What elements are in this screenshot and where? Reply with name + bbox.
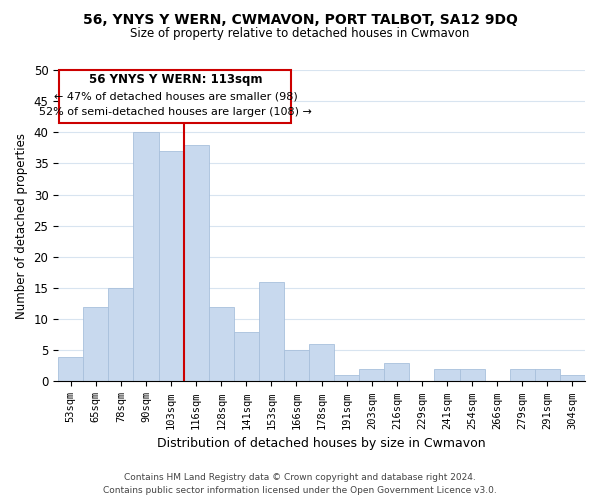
Bar — [284, 350, 309, 382]
Bar — [460, 369, 485, 382]
Bar — [234, 332, 259, 382]
Bar — [209, 306, 234, 382]
Text: 52% of semi-detached houses are larger (108) →: 52% of semi-detached houses are larger (… — [39, 108, 312, 118]
Bar — [359, 369, 384, 382]
Bar — [560, 375, 585, 382]
Bar — [184, 144, 209, 382]
Bar — [58, 356, 83, 382]
Bar — [434, 369, 460, 382]
Bar — [59, 70, 292, 123]
Text: Contains public sector information licensed under the Open Government Licence v3: Contains public sector information licen… — [103, 486, 497, 495]
Bar — [334, 375, 359, 382]
Bar — [83, 306, 109, 382]
Y-axis label: Number of detached properties: Number of detached properties — [15, 132, 28, 318]
Bar — [133, 132, 158, 382]
Text: 56, YNYS Y WERN, CWMAVON, PORT TALBOT, SA12 9DQ: 56, YNYS Y WERN, CWMAVON, PORT TALBOT, S… — [83, 12, 517, 26]
Text: 56 YNYS Y WERN: 113sqm: 56 YNYS Y WERN: 113sqm — [89, 73, 262, 86]
Bar — [535, 369, 560, 382]
Text: Contains HM Land Registry data © Crown copyright and database right 2024.: Contains HM Land Registry data © Crown c… — [124, 474, 476, 482]
X-axis label: Distribution of detached houses by size in Cwmavon: Distribution of detached houses by size … — [157, 437, 486, 450]
Bar — [259, 282, 284, 382]
Bar — [109, 288, 133, 382]
Bar — [510, 369, 535, 382]
Bar — [384, 363, 409, 382]
Bar — [158, 151, 184, 382]
Text: Size of property relative to detached houses in Cwmavon: Size of property relative to detached ho… — [130, 28, 470, 40]
Bar — [309, 344, 334, 382]
Text: ← 47% of detached houses are smaller (98): ← 47% of detached houses are smaller (98… — [53, 91, 298, 101]
